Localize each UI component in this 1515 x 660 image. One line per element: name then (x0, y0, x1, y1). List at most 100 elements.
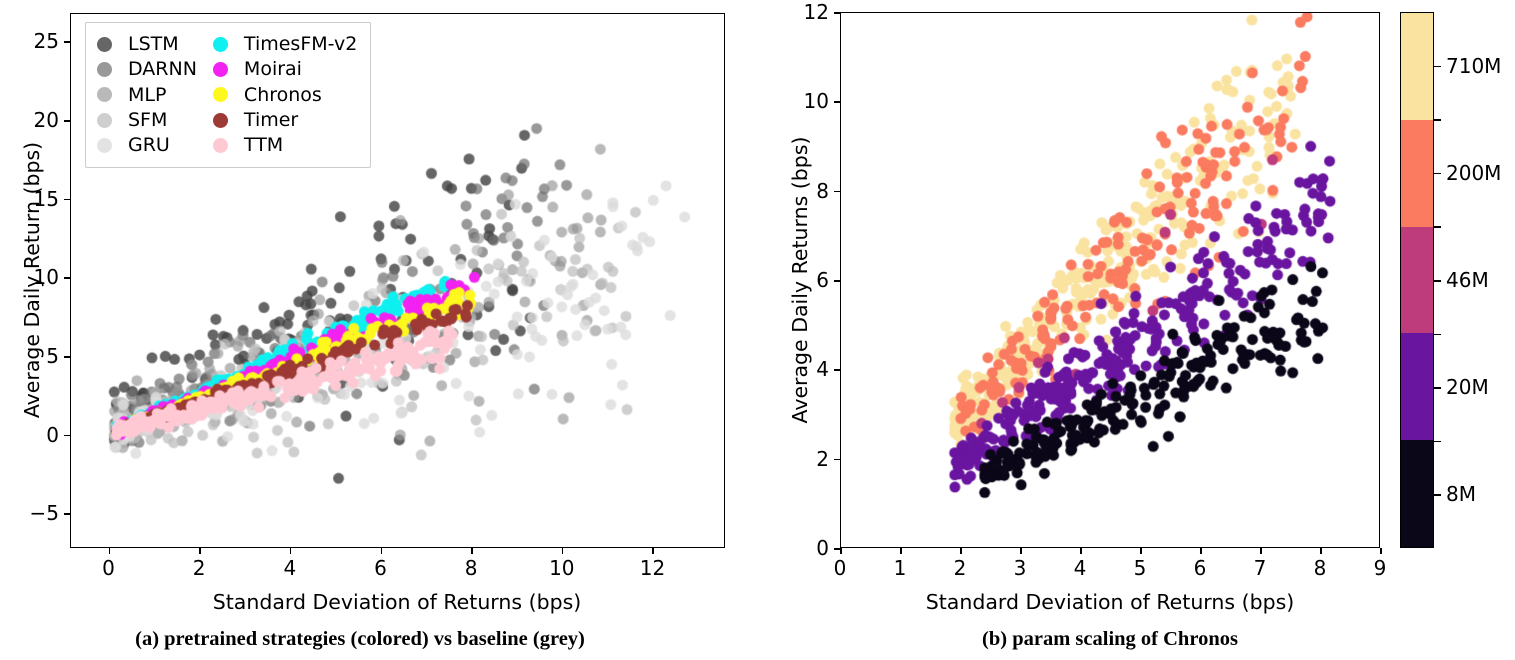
x-tick (289, 548, 292, 554)
x-tick-label: 6 (1193, 556, 1207, 580)
x-tick-label: 2 (192, 556, 206, 580)
panel-a-ylabel: Average Daily Return (bps) (20, 141, 44, 419)
colorbar-label-8m: 8M (1446, 482, 1476, 507)
colorbar-band-46m (1401, 226, 1433, 334)
legend-swatch-sfm (97, 112, 112, 128)
legend-swatch-chronos (212, 87, 228, 103)
x-tick-label: 2 (953, 556, 967, 580)
y-tick (834, 369, 840, 371)
colorbar-label-20m: 20M (1446, 375, 1489, 400)
y-tick (64, 198, 70, 201)
panel-b-axes (840, 12, 1380, 548)
colorbar-tick (1434, 65, 1441, 68)
colorbar-boundary-tick (1434, 333, 1441, 336)
colorbar-boundary-tick (1434, 440, 1441, 443)
colorbar-tick (1434, 494, 1441, 496)
y-tick-label: 6 (816, 268, 829, 292)
legend-label-moirai: Moirai (243, 58, 302, 81)
colorbar-label-46m: 46M (1446, 268, 1489, 292)
x-tick (1020, 548, 1022, 554)
y-tick-label: 0 (816, 536, 829, 560)
x-tick (1260, 548, 1262, 554)
colorbar-tick (1434, 387, 1441, 389)
y-tick (834, 458, 840, 461)
y-tick (834, 101, 840, 103)
x-tick-label: 3 (1013, 556, 1027, 580)
panel-a-legend[interactable]: LSTM TimesFM-v2 DARNN Moirai MLP Chronos SFM Ti… (85, 22, 372, 168)
colorbar-boundary-tick (1434, 226, 1441, 228)
colorbar-label-710m: 710M (1446, 53, 1502, 78)
x-tick-label: 5 (1133, 556, 1147, 580)
x-tick (561, 548, 564, 554)
legend-swatch-darnn (97, 61, 112, 77)
legend-label-timesfm-v2: TimesFM-v2 (243, 33, 358, 55)
y-tick (64, 41, 70, 43)
x-tick (1140, 548, 1142, 554)
y-tick (64, 434, 70, 437)
legend-label-lstm: LSTM (128, 33, 179, 55)
x-tick-label: 0 (102, 556, 115, 580)
x-tick (1380, 548, 1382, 554)
y-tick-label: 8 (816, 178, 829, 203)
panel-b: 0 1 2 3 4 5 6 7 8 9 0 2 4 6 8 10 12 Standard Deviation o… (760, 0, 1515, 660)
x-tick (108, 548, 111, 554)
colorbar-band-200m (1401, 119, 1433, 227)
colorbar (1400, 12, 1434, 548)
legend-label-chronos: Chronos (243, 83, 322, 106)
x-tick (380, 548, 382, 554)
colorbar-band-710m (1401, 13, 1433, 120)
legend-label-gru: GRU (128, 134, 170, 157)
legend-swatch-gru (97, 137, 112, 153)
colorbar-band-8m (1401, 440, 1433, 547)
legend-swatch-timesfm-v2 (212, 36, 228, 52)
y-tick (834, 190, 840, 193)
x-tick (840, 548, 842, 554)
x-tick-label: 6 (374, 556, 387, 580)
x-tick-label: 9 (1373, 556, 1387, 580)
x-tick-label: 10 (549, 556, 575, 580)
x-tick-label: 8 (1313, 556, 1327, 580)
x-tick (652, 548, 654, 554)
legend-label-mlp: MLP (128, 83, 167, 106)
y-tick-label: 10 (33, 265, 59, 290)
x-tick (1320, 548, 1322, 554)
y-tick-label: 4 (816, 357, 829, 382)
y-tick-label: 20 (33, 108, 59, 132)
panel-a-xlabel: Standard Deviation of Returns (bps) (212, 590, 582, 614)
legend-swatch-mlp (97, 87, 112, 103)
legend-swatch-moirai (212, 61, 228, 77)
y-tick-label: 25 (33, 29, 59, 54)
x-tick-label: 4 (1073, 556, 1087, 580)
x-tick (1200, 548, 1202, 554)
y-tick-label: 0 (46, 422, 59, 447)
x-tick-label: 1 (893, 556, 907, 580)
x-tick (960, 548, 962, 554)
colorbar-boundary-tick (1434, 119, 1441, 121)
legend-swatch-ttm (212, 137, 228, 153)
y-tick (834, 548, 840, 550)
legend-swatch-timer (212, 112, 228, 128)
y-tick (834, 12, 840, 14)
x-tick-label: 8 (464, 556, 478, 580)
panel-b-caption: (b) param scaling of Chronos (982, 628, 1238, 650)
x-tick-label: 12 (639, 556, 666, 580)
x-tick-label: 7 (1253, 556, 1267, 580)
y-tick-label: 15 (33, 186, 59, 211)
colorbar-label-200m: 200M (1446, 160, 1502, 185)
panel-b-xlabel: Standard Deviation of Returns (bps) (925, 590, 1295, 614)
panel-a-caption: (a) pretrained strategies (colored) vs b… (135, 628, 585, 650)
colorbar-tick (1434, 280, 1441, 282)
y-tick-label: 2 (816, 446, 829, 471)
legend-swatch-lstm (97, 36, 112, 52)
panel-b-ylabel: Average Daily Returns (bps) (788, 136, 812, 424)
y-tick (64, 120, 70, 122)
panel-b-scatter (841, 13, 1379, 547)
x-tick (471, 548, 473, 554)
y-tick (64, 277, 70, 279)
legend-label-darnn: DARNN (128, 58, 197, 81)
x-tick (1080, 548, 1082, 554)
y-tick (834, 280, 840, 282)
legend-label-ttm: TTM (243, 134, 284, 157)
y-tick (64, 513, 70, 515)
